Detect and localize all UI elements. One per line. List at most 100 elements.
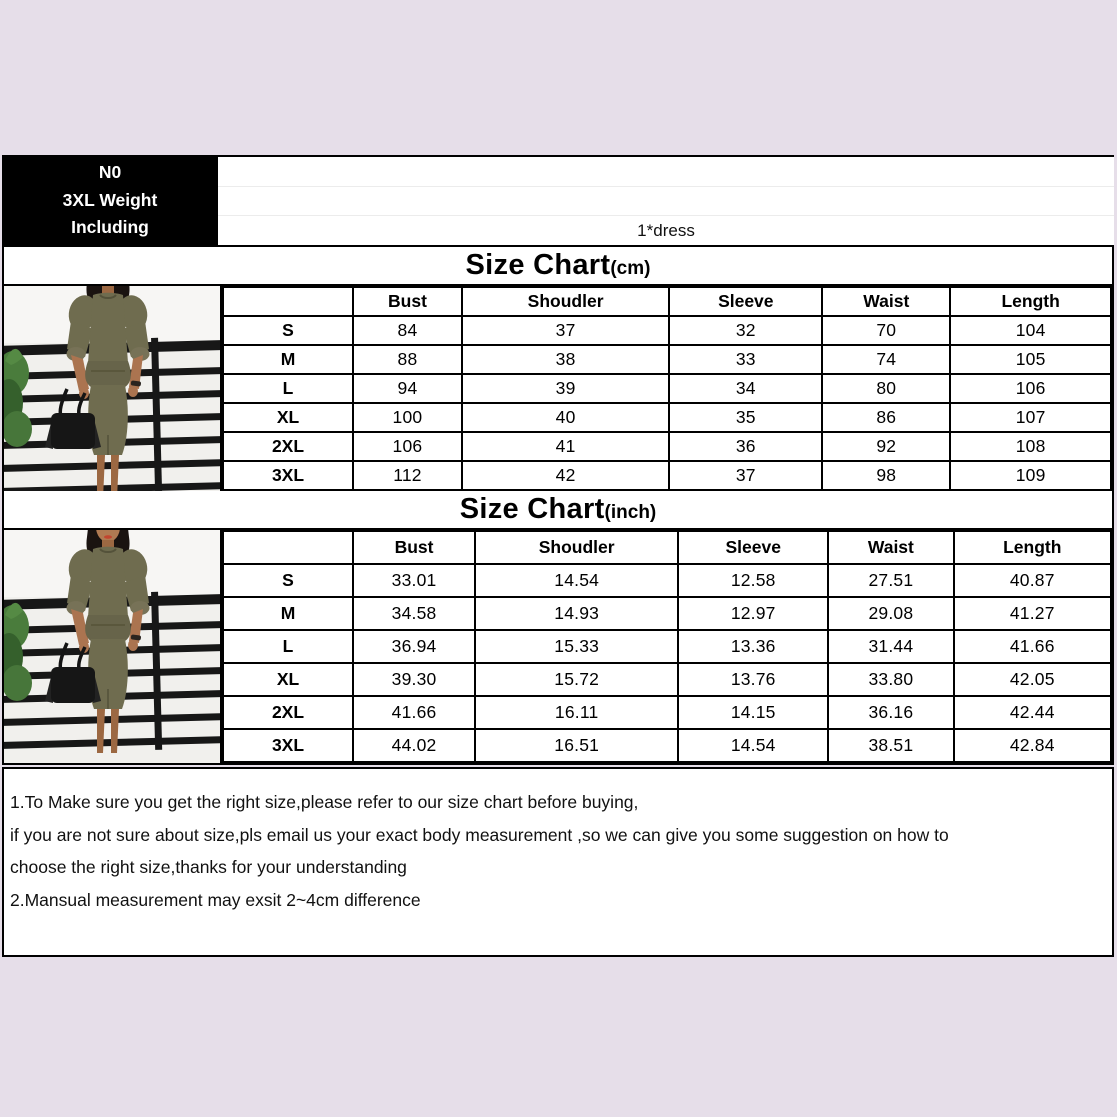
note-line-3: choose the right size,thanks for your un… [10, 857, 407, 877]
measurement-cell: 14.54 [474, 563, 680, 598]
column-header-bust: Bust [352, 286, 463, 317]
measurement-cell: 44.02 [351, 728, 477, 763]
size-row-m: M 88 38 33 74 105 [222, 344, 1112, 375]
size-label: L [222, 629, 354, 664]
measurement-cell: 98 [821, 460, 952, 491]
measurement-cell: 80 [821, 373, 952, 404]
plant-illustration [4, 602, 32, 701]
measurement-cell: 34 [668, 373, 824, 404]
size-row-s: S 33.01 14.54 12.58 27.51 40.87 [222, 563, 1113, 598]
size-row-xl: XL 100 40 35 86 107 [222, 402, 1112, 433]
size-chart-cm-block: Bust Shoudler Sleeve Waist Length S 84 37 32 70 10… [4, 286, 1112, 491]
measurement-cell: 94 [352, 373, 463, 404]
size-label: S [222, 563, 354, 598]
measurement-cell: 37 [460, 315, 671, 346]
measurement-cell: 39 [460, 373, 671, 404]
note-line-1: 1.To Make sure you get the right size,pl… [10, 792, 639, 812]
size-label: 2XL [222, 695, 354, 730]
size-column-corner-cell [222, 530, 354, 565]
size-chart-inch-title: Size Chart (inch) [4, 491, 1112, 530]
column-header-length: Length [949, 286, 1112, 317]
model-photo-illustration [4, 530, 220, 763]
measurement-cell: 86 [821, 402, 952, 433]
badge-line-2: 3XL Weight [62, 189, 158, 210]
size-label: L [222, 373, 354, 404]
column-header-shoudler: Shoudler [474, 530, 680, 565]
size-label: 3XL [222, 460, 354, 491]
size-label: XL [222, 662, 354, 697]
measurement-cell: 14.15 [677, 695, 830, 730]
measurement-cell: 31.44 [827, 629, 955, 664]
top-header-row: N0 3XL Weight Including 1*dress [2, 155, 1114, 245]
note-line-4: 2.Mansual measurement may exsit 2~4cm di… [10, 889, 421, 910]
measurement-cell: 39.30 [351, 662, 477, 697]
column-header-row: Bust Shoudler Sleeve Waist Length [222, 286, 1112, 317]
measurement-cell: 38.51 [827, 728, 955, 763]
measurement-cell: 88 [352, 344, 463, 375]
measurement-cell: 109 [949, 460, 1112, 491]
measurement-cell: 13.36 [677, 629, 830, 664]
measurement-cell: 112 [352, 460, 463, 491]
measurement-cell: 15.33 [474, 629, 680, 664]
measurement-cell: 32 [668, 315, 824, 346]
size-chart-sheet: Size Chart (cm) [2, 245, 1114, 765]
size-row-s: S 84 37 32 70 104 [222, 315, 1112, 346]
column-header-waist: Waist [827, 530, 955, 565]
measurement-cell: 106 [352, 431, 463, 462]
model-photo-inch [4, 530, 222, 763]
size-label: M [222, 344, 354, 375]
package-info-row-empty-1 [218, 157, 1114, 187]
badge-line-3: Including [71, 217, 149, 237]
measurement-cell: 41 [460, 431, 671, 462]
size-row-2xl: 2XL 41.66 16.11 14.15 36.16 42.44 [222, 695, 1113, 730]
measurement-cell: 100 [352, 402, 463, 433]
measurement-cell: 35 [668, 402, 824, 433]
sizing-notes: 1.To Make sure you get the right size,pl… [2, 767, 1114, 957]
size-row-2xl: 2XL 106 41 36 92 108 [222, 431, 1112, 462]
measurement-cell: 42.44 [952, 695, 1113, 730]
measurement-cell: 84 [352, 315, 463, 346]
measurement-cell: 107 [949, 402, 1112, 433]
handbag-illustration [45, 642, 101, 703]
package-info-row-empty-2 [218, 187, 1114, 217]
measurement-cell: 15.72 [474, 662, 680, 697]
measurement-cell: 106 [949, 373, 1112, 404]
size-row-l: L 94 39 34 80 106 [222, 373, 1112, 404]
measurement-cell: 33 [668, 344, 824, 375]
measurement-cell: 36.16 [827, 695, 955, 730]
column-header-shoudler: Shoudler [460, 286, 671, 317]
size-label: M [222, 596, 354, 631]
size-column-corner-cell [222, 286, 354, 317]
size-label: 3XL [222, 728, 354, 763]
size-row-3xl: 3XL 44.02 16.51 14.54 38.51 42.84 [222, 728, 1113, 763]
measurement-cell: 108 [949, 431, 1112, 462]
plant-illustration [4, 348, 32, 447]
measurement-cell: 33.80 [827, 662, 955, 697]
measurement-cell: 36 [668, 431, 824, 462]
size-chart-inch-block: Bust Shoudler Sleeve Waist Length S 33.01 14.54… [4, 530, 1113, 763]
measurement-cell: 14.93 [474, 596, 680, 631]
package-info-panel: 1*dress [218, 155, 1114, 245]
measurement-cell: 29.08 [827, 596, 955, 631]
measurement-cell: 38 [460, 344, 671, 375]
model-photo-cm [4, 286, 222, 491]
size-chart-title-text: Size Chart [465, 249, 611, 281]
measurement-cell: 42.05 [952, 662, 1113, 697]
measurement-cell: 40 [460, 402, 671, 433]
measurement-cell: 41.66 [351, 695, 477, 730]
measurement-cell: 40.87 [952, 563, 1113, 598]
model-illustration [45, 286, 150, 491]
measurement-cell: 42.84 [952, 728, 1113, 763]
measurement-cell: 70 [821, 315, 952, 346]
handbag-illustration [45, 388, 101, 449]
measurement-cell: 14.54 [677, 728, 830, 763]
note-line-2: if you are not sure about size,pls email… [10, 824, 949, 845]
measurement-cell: 13.76 [677, 662, 830, 697]
measurement-cell: 42 [460, 460, 671, 491]
column-header-length: Length [952, 530, 1113, 565]
measurement-cell: 92 [821, 431, 952, 462]
size-table-inch: Bust Shoudler Sleeve Waist Length S 33.01 14.54… [222, 530, 1113, 763]
size-label: S [222, 315, 354, 346]
size-row-m: M 34.58 14.93 12.97 29.08 41.27 [222, 596, 1113, 631]
